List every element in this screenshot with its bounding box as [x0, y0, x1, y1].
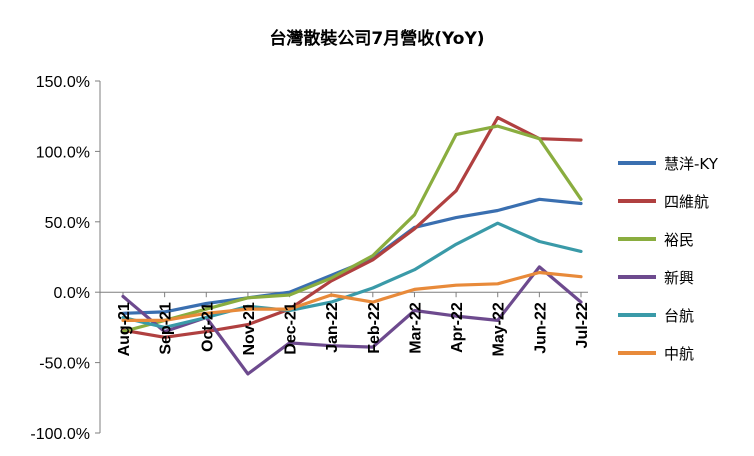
y-tick-label: -100.0% [30, 426, 90, 443]
x-tick-label: May-22 [491, 302, 508, 356]
x-tick-labels: Aug-21 Sep-21 Oct-21 Nov-21 Dec-21 Jan-22 Feb-… [116, 302, 591, 356]
x-tick-label: Nov-21 [241, 302, 258, 355]
x-tick-label: Mar-22 [407, 302, 424, 354]
y-tick-label: 100.0% [36, 144, 90, 161]
legend-label: 四維航 [664, 193, 709, 211]
x-tick-label: Jun-22 [532, 302, 549, 354]
legend-label: 新興 [664, 269, 694, 287]
axes: -100.0% -50.0% 0.0% 50.0% 100.0% 150.0% [30, 74, 588, 443]
series-line-中航 [121, 270, 583, 322]
x-tick-label: Oct-21 [199, 302, 216, 352]
series-lines [121, 115, 583, 376]
series-line-台航 [121, 221, 583, 329]
series-line-裕民 [121, 124, 583, 334]
y-tick-label: -50.0% [39, 356, 90, 373]
legend-label: 台航 [664, 307, 694, 325]
y-tick-label: 50.0% [45, 215, 90, 232]
y-tick-label: 150.0% [36, 74, 90, 91]
x-tick-label: Dec-21 [283, 302, 300, 355]
x-tick-label: Aug-21 [116, 302, 133, 356]
legend-label: 裕民 [664, 231, 694, 249]
x-tick-label: Jul-22 [574, 302, 591, 348]
x-tick-label: Jan-22 [324, 302, 341, 353]
y-tick-label: 0.0% [54, 285, 90, 302]
legend-label: 中航 [664, 345, 694, 363]
x-tick-label: Apr-22 [449, 302, 466, 353]
chart-title: 台灣散裝公司7月營收(YoY) [269, 28, 484, 49]
x-tick-label: Sep-21 [158, 302, 175, 355]
series-line-四維航 [121, 115, 583, 339]
x-tick-label: Feb-22 [366, 302, 383, 354]
legend-label: 慧洋-KY [664, 155, 719, 173]
